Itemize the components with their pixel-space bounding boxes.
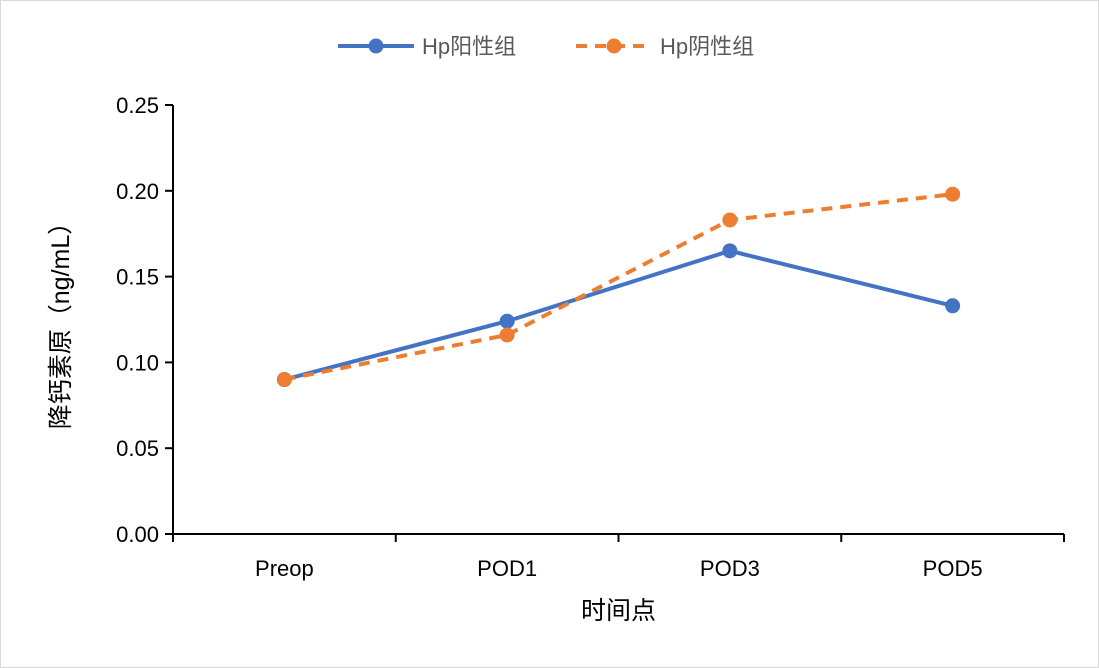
x-tick-label: Preop <box>255 556 314 581</box>
data-point <box>499 327 515 343</box>
series-1 <box>276 243 961 388</box>
x-axis-title: 时间点 <box>581 597 656 625</box>
series-line <box>283 192 953 382</box>
y-axis-title: 降钙素原（ng/mL） <box>47 210 75 429</box>
data-point <box>276 372 292 388</box>
y-tick-label: 0.25 <box>116 93 159 118</box>
legend-entry-1: Hp阳性组 <box>338 34 516 59</box>
y-tick-label: 0.00 <box>116 522 159 547</box>
x-tick-label: POD5 <box>923 556 983 581</box>
legend: Hp阳性组 Hp阴性组 <box>338 34 754 59</box>
data-point <box>499 313 515 329</box>
legend-marker <box>368 38 384 54</box>
legend-label: Hp阴性组 <box>660 34 754 59</box>
series-line <box>282 248 955 382</box>
data-point <box>722 212 738 228</box>
legend-marker <box>606 38 622 54</box>
y-tick-label: 0.15 <box>116 265 159 290</box>
data-point <box>945 298 961 314</box>
y-tick-label: 0.05 <box>116 436 159 461</box>
x-tick-label: POD3 <box>700 556 760 581</box>
y-tick-label: 0.10 <box>116 350 159 375</box>
legend-entry-2: Hp阴性组 <box>576 34 754 59</box>
data-point <box>945 186 961 202</box>
axes: 0.00 0.05 0.10 0.15 0.20 0.25 Preop POD1 POD3 POD… <box>116 93 1065 581</box>
legend-label: Hp阳性组 <box>422 34 516 59</box>
series-layer <box>276 186 961 388</box>
data-point <box>722 243 738 259</box>
y-tick-label: 0.20 <box>116 179 159 204</box>
series-2 <box>276 186 961 388</box>
x-tick-label: POD1 <box>477 556 537 581</box>
